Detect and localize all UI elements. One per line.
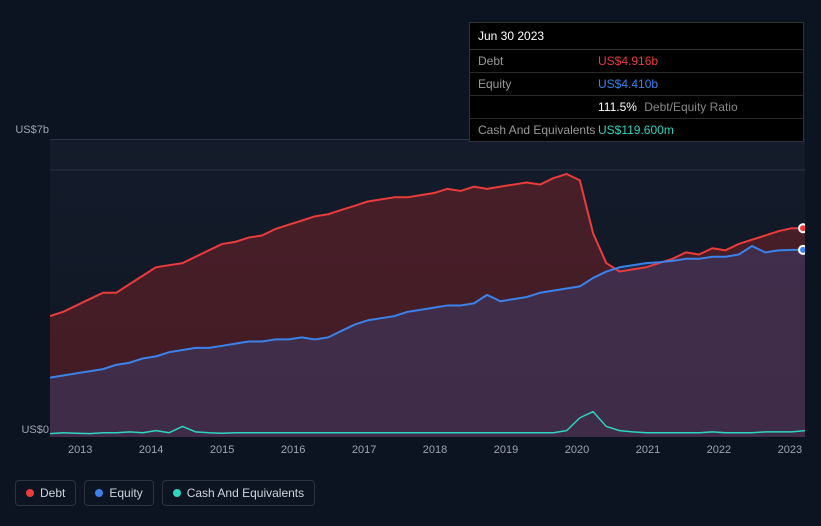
ratio-value: 111.5% [598, 100, 637, 114]
x-tick: 2019 [494, 444, 518, 456]
tooltip-row-equity: Equity US$4.410b [470, 73, 803, 96]
tooltip-row-ratio: 111.5% Debt/Equity Ratio [470, 96, 803, 119]
x-tick: 2021 [636, 444, 660, 456]
legend-item-cash[interactable]: Cash And Equivalents [162, 480, 315, 506]
tooltip-value: US$4.916b [598, 54, 658, 68]
chart-tooltip: Jun 30 2023 Debt US$4.916b Equity US$4.4… [469, 22, 804, 142]
tooltip-label: Cash And Equivalents [478, 123, 598, 137]
tooltip-label: Debt [478, 54, 598, 68]
tooltip-row-debt: Debt US$4.916b [470, 50, 803, 73]
tooltip-label: Equity [478, 77, 598, 91]
y-axis-top-label: US$7b [9, 124, 49, 136]
x-tick: 2020 [565, 444, 589, 456]
chart-area: US$7b US$0 20132014201520162017201820192… [15, 124, 805, 464]
legend-label: Debt [40, 486, 65, 500]
x-tick: 2018 [423, 444, 447, 456]
legend-item-debt[interactable]: Debt [15, 480, 76, 506]
legend-label: Equity [109, 486, 142, 500]
y-axis-bottom-label: US$0 [9, 424, 49, 436]
x-tick: 2014 [139, 444, 163, 456]
chart-plot[interactable] [50, 139, 805, 437]
x-tick: 2022 [707, 444, 731, 456]
tooltip-label [478, 100, 598, 114]
legend-item-equity[interactable]: Equity [84, 480, 153, 506]
chart-legend: Debt Equity Cash And Equivalents [15, 480, 315, 506]
x-tick: 2013 [68, 444, 92, 456]
x-axis: 2013 2014 2015 2016 2017 2018 2019 2020 2021 2022… [50, 444, 805, 464]
tooltip-value: US$4.410b [598, 77, 658, 91]
x-tick: 2023 [778, 444, 802, 456]
legend-dot-icon [173, 489, 181, 497]
tooltip-date: Jun 30 2023 [470, 23, 803, 50]
tooltip-value: US$119.600m [598, 123, 674, 137]
legend-dot-icon [26, 489, 34, 497]
tooltip-row-cash: Cash And Equivalents US$119.600m [470, 119, 803, 141]
ratio-label: Debt/Equity Ratio [644, 100, 737, 114]
legend-label: Cash And Equivalents [187, 486, 304, 500]
legend-dot-icon [95, 489, 103, 497]
x-tick: 2016 [281, 444, 305, 456]
x-tick: 2017 [352, 444, 376, 456]
x-tick: 2015 [210, 444, 234, 456]
